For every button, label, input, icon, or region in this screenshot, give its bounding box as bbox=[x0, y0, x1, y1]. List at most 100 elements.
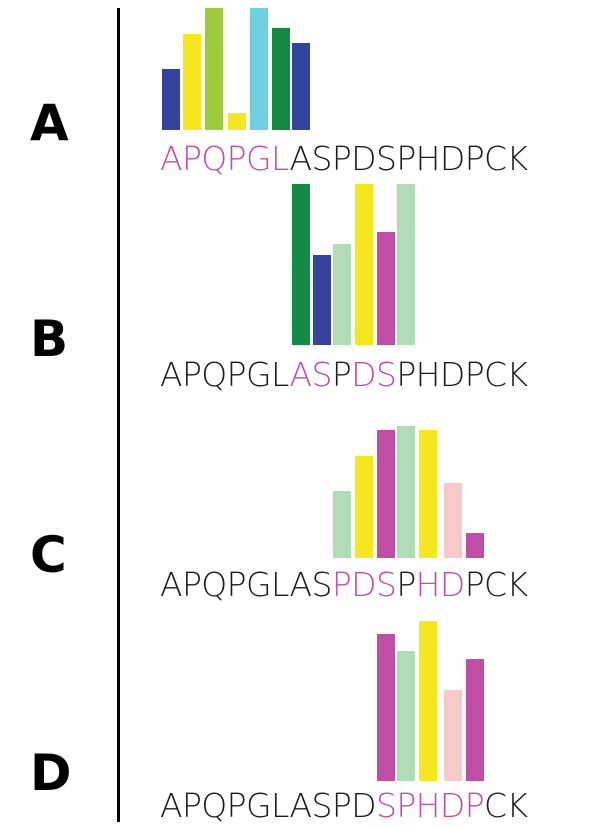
residue-letter: D bbox=[351, 139, 376, 178]
residue-letter: D bbox=[439, 139, 465, 178]
bar bbox=[332, 243, 351, 345]
residue-letter: H bbox=[415, 565, 441, 604]
panel-label-d: D bbox=[30, 744, 72, 802]
divider-line bbox=[117, 8, 120, 822]
residue-letter: P bbox=[226, 565, 247, 604]
residue-letter: L bbox=[270, 786, 290, 825]
residue-letter: S bbox=[375, 786, 397, 825]
panel-d: APQPGLASPDSPHDPCK bbox=[160, 621, 580, 826]
residue-letter: A bbox=[289, 355, 313, 394]
bar bbox=[354, 456, 373, 558]
residue-letter: K bbox=[506, 355, 528, 394]
bar bbox=[204, 8, 223, 130]
residue-letter: P bbox=[396, 139, 416, 178]
residue-letter: A bbox=[289, 565, 313, 604]
residue-letter: P bbox=[226, 786, 247, 825]
bar bbox=[419, 621, 437, 781]
residue-letter: A bbox=[289, 786, 313, 825]
residue-letter: K bbox=[506, 786, 528, 825]
bar bbox=[377, 429, 395, 558]
bar bbox=[292, 184, 310, 345]
residue-letter: C bbox=[484, 565, 507, 604]
panel-label-b: B bbox=[30, 310, 69, 368]
residue-letter: P bbox=[331, 139, 352, 178]
residue-letter: P bbox=[396, 355, 416, 394]
bar bbox=[396, 426, 415, 558]
bar bbox=[354, 184, 373, 345]
residue-letter: C bbox=[484, 786, 507, 825]
residue-letter: G bbox=[245, 565, 272, 604]
residue-letter: A bbox=[289, 139, 313, 178]
bar-group bbox=[160, 8, 580, 130]
residue-letter: C bbox=[484, 139, 507, 178]
bar bbox=[377, 232, 395, 345]
residue-letter: Q bbox=[201, 565, 227, 604]
residue-letter: P bbox=[464, 139, 485, 178]
residue-letter: S bbox=[311, 355, 333, 394]
residue-letter: L bbox=[270, 355, 290, 394]
residue-letter: S bbox=[311, 786, 333, 825]
bar bbox=[396, 651, 415, 781]
residue-letter: D bbox=[439, 565, 465, 604]
bar bbox=[396, 184, 415, 345]
residue-letter: G bbox=[245, 139, 272, 178]
sequence-text: APQPGLASPDSPHDPCK bbox=[160, 142, 528, 175]
residue-letter: A bbox=[160, 355, 183, 394]
residue-letter: D bbox=[439, 355, 465, 394]
bar bbox=[227, 112, 246, 130]
residue-letter: S bbox=[375, 139, 397, 178]
residue-letter: D bbox=[439, 786, 465, 825]
bar-group bbox=[160, 621, 580, 781]
residue-letter: A bbox=[160, 565, 183, 604]
residue-letter: P bbox=[226, 139, 247, 178]
residue-letter: P bbox=[331, 565, 352, 604]
residue-letter: Q bbox=[201, 786, 227, 825]
bar bbox=[443, 482, 462, 558]
residue-letter: G bbox=[245, 786, 272, 825]
residue-letter: K bbox=[506, 139, 528, 178]
residue-letter: S bbox=[375, 355, 397, 394]
bar bbox=[249, 8, 268, 130]
residue-letter: P bbox=[331, 355, 352, 394]
residue-letter: S bbox=[375, 565, 397, 604]
residue-letter: P bbox=[396, 565, 416, 604]
panel-a: APQPGLASPDSPHDPCK bbox=[160, 8, 580, 178]
residue-letter: D bbox=[351, 565, 376, 604]
residue-letter: D bbox=[351, 355, 376, 394]
residue-letter: P bbox=[396, 786, 416, 825]
residue-letter: D bbox=[351, 786, 376, 825]
residue-letter: S bbox=[311, 139, 333, 178]
residue-letter: G bbox=[245, 355, 272, 394]
bar bbox=[313, 254, 331, 345]
panel-b: APQPGLASPDSPHDPCK bbox=[160, 184, 580, 394]
residue-letter: P bbox=[464, 355, 485, 394]
bar-group bbox=[160, 184, 580, 345]
bar bbox=[332, 490, 351, 558]
sequence-text: APQPGLASPDSPHDPCK bbox=[160, 789, 528, 822]
residue-letter: H bbox=[415, 139, 441, 178]
panel-c: APQPGLASPDSPHDPCK bbox=[160, 426, 580, 606]
bar bbox=[292, 43, 310, 130]
residue-letter: Q bbox=[201, 139, 227, 178]
residue-letter: Q bbox=[201, 355, 227, 394]
sequence-text: APQPGLASPDSPHDPCK bbox=[160, 568, 528, 601]
residue-letter: P bbox=[464, 786, 485, 825]
panel-label-a: A bbox=[30, 94, 69, 152]
panel-label-c: C bbox=[30, 526, 67, 584]
bar bbox=[162, 69, 180, 130]
residue-letter: L bbox=[270, 139, 290, 178]
residue-letter: P bbox=[181, 139, 202, 178]
residue-letter: C bbox=[484, 355, 507, 394]
residue-letter: A bbox=[160, 786, 183, 825]
bar bbox=[271, 27, 290, 130]
bar bbox=[419, 429, 437, 558]
bar-group bbox=[160, 426, 580, 558]
sequence-text: APQPGLASPDSPHDPCK bbox=[160, 358, 528, 391]
residue-letter: K bbox=[506, 565, 528, 604]
residue-letter: A bbox=[160, 139, 183, 178]
residue-letter: P bbox=[226, 355, 247, 394]
bar bbox=[465, 532, 484, 558]
residue-letter: P bbox=[331, 786, 352, 825]
residue-letter: H bbox=[415, 786, 441, 825]
residue-letter: S bbox=[311, 565, 333, 604]
